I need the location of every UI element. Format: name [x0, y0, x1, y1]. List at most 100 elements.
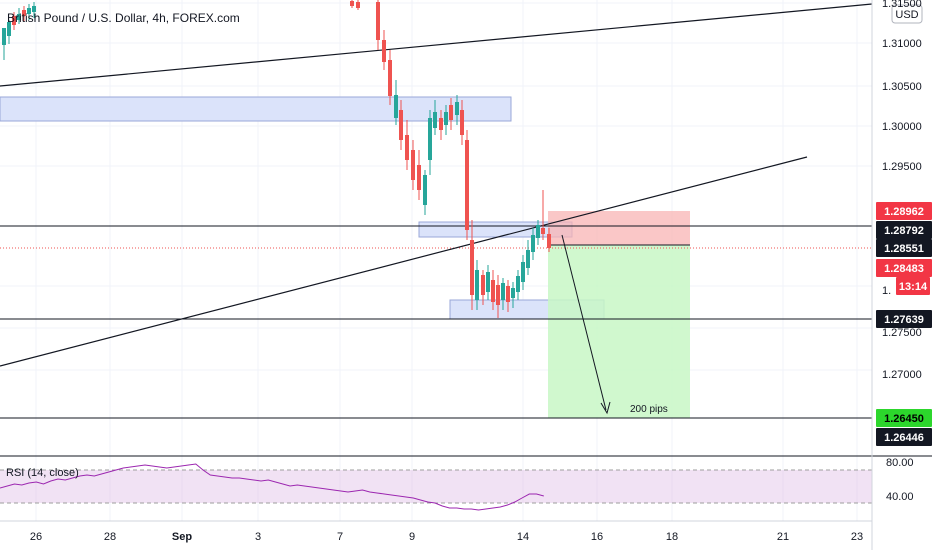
price-tag-label: 1.26450 — [884, 413, 924, 425]
rsi-label: RSI (14, close) — [6, 467, 79, 479]
price-tag: 1.28483 — [876, 259, 932, 277]
candle-body — [399, 110, 403, 140]
candle-body — [439, 118, 443, 130]
resistance-zone-upper[interactable] — [0, 96, 512, 122]
candle-body — [7, 22, 11, 36]
trendlines — [0, 3, 873, 367]
candle-body — [449, 105, 453, 120]
candle-body — [350, 1, 354, 6]
rsi-band — [0, 470, 872, 503]
time-label-sep: Sep — [172, 531, 192, 543]
candle-body — [460, 110, 464, 135]
candle-body — [417, 165, 421, 190]
projection-arrow[interactable] — [561, 234, 611, 415]
candle-body — [496, 285, 500, 305]
candle-body — [27, 8, 31, 14]
candle-body — [526, 250, 530, 268]
candle-body — [486, 272, 490, 292]
candle-body — [32, 6, 36, 12]
target-annotation: 200 pips — [630, 404, 668, 415]
candle-body — [17, 14, 21, 20]
price-tag-label: 1.28551 — [884, 243, 924, 255]
time-label-26: 26 — [30, 531, 42, 543]
candle-body — [531, 235, 535, 252]
price-tag-label: 1.28962 — [884, 206, 924, 218]
time-label-9: 9 — [409, 531, 415, 543]
price-tag-label: 1.26446 — [884, 432, 924, 444]
candle-body — [541, 228, 545, 234]
candlestick-series — [2, 0, 551, 318]
candle-body — [475, 270, 479, 300]
candle-body — [506, 286, 510, 302]
price-label-5: 1.29500 — [882, 161, 922, 173]
candle-body — [455, 102, 459, 115]
price-tag: 1.26446 — [876, 428, 932, 446]
rsi-axis-label-40: 40.00 — [886, 491, 914, 503]
candle-body — [2, 28, 6, 45]
candle-body — [356, 2, 360, 8]
time-label-16: 16 — [591, 531, 603, 543]
price-tag-label: 1.28483 — [884, 263, 924, 275]
price-axis[interactable]: USD 1.31500 1.31000 1.30500 1.30000 1.29… — [871, 0, 932, 550]
candle-body — [382, 40, 386, 62]
lower-trendline[interactable] — [0, 156, 808, 367]
price-tag: 13:14 — [896, 277, 930, 295]
candle-body — [491, 280, 495, 302]
chart-title: British Pound / U.S. Dollar, 4h, FOREX.c… — [7, 11, 240, 25]
price-tag: 1.28551 — [876, 239, 932, 257]
candle-body — [394, 95, 398, 118]
candle-body — [465, 140, 469, 230]
candle-body — [423, 175, 427, 205]
currency-badge-label: USD — [895, 9, 918, 21]
stop-loss-area[interactable] — [548, 211, 690, 245]
price-tag-label: 1.28792 — [884, 225, 924, 237]
price-tag-label: 1.27639 — [884, 314, 924, 326]
short-position-tool[interactable] — [548, 211, 690, 418]
time-label-18: 18 — [666, 531, 678, 543]
price-tag: 1.28792 — [876, 221, 932, 239]
candle-body — [470, 240, 474, 295]
candle-body — [12, 16, 16, 25]
currency-badge[interactable]: USD — [891, 4, 923, 24]
candle-body — [405, 135, 409, 160]
take-profit-area[interactable] — [548, 245, 690, 418]
candle-body — [481, 275, 485, 295]
rsi-axis-label-80: 80.00 — [886, 457, 914, 469]
candle-body — [376, 2, 380, 40]
candle-body — [388, 60, 392, 96]
candle-body — [428, 118, 432, 160]
support-resistance-zones — [0, 96, 605, 320]
price-label-2: 1.31000 — [882, 38, 922, 50]
candle-body — [444, 112, 448, 125]
price-label-4: 1.30000 — [882, 121, 922, 133]
price-tag: 1.28962 — [876, 202, 932, 220]
price-tag: 1.27639 — [876, 310, 932, 328]
candle-body — [516, 276, 520, 292]
price-label-1: 1.31500 — [882, 0, 922, 10]
time-label-14: 14 — [517, 531, 529, 543]
price-tag: 1.26450 — [876, 409, 932, 427]
candle-body — [411, 150, 415, 180]
candle-body — [536, 225, 540, 238]
candle-body — [547, 234, 551, 248]
time-label-28: 28 — [104, 531, 116, 543]
horizontal-levels — [0, 225, 872, 419]
rsi-pane: RSI (14, close) — [0, 463, 872, 511]
time-label-21: 21 — [777, 531, 789, 543]
candle-body — [511, 288, 515, 298]
price-label-3: 1.30500 — [882, 81, 922, 93]
price-tag-label: 13:14 — [899, 281, 928, 293]
time-label-7: 7 — [337, 531, 343, 543]
price-label-6: 1.27500 — [882, 327, 922, 339]
upper-trendline[interactable] — [0, 3, 873, 87]
price-label-8: 1. — [882, 285, 891, 297]
time-label-3: 3 — [255, 531, 261, 543]
time-axis[interactable]: 26 28 Sep 3 5 7 9 14 16 18 21 23 — [0, 520, 872, 543]
rsi-line — [0, 463, 544, 511]
candle-body — [521, 262, 525, 282]
grid — [0, 0, 872, 521]
time-label-23: 23 — [851, 531, 863, 543]
candle-body — [501, 283, 505, 300]
candle-body — [433, 112, 437, 128]
